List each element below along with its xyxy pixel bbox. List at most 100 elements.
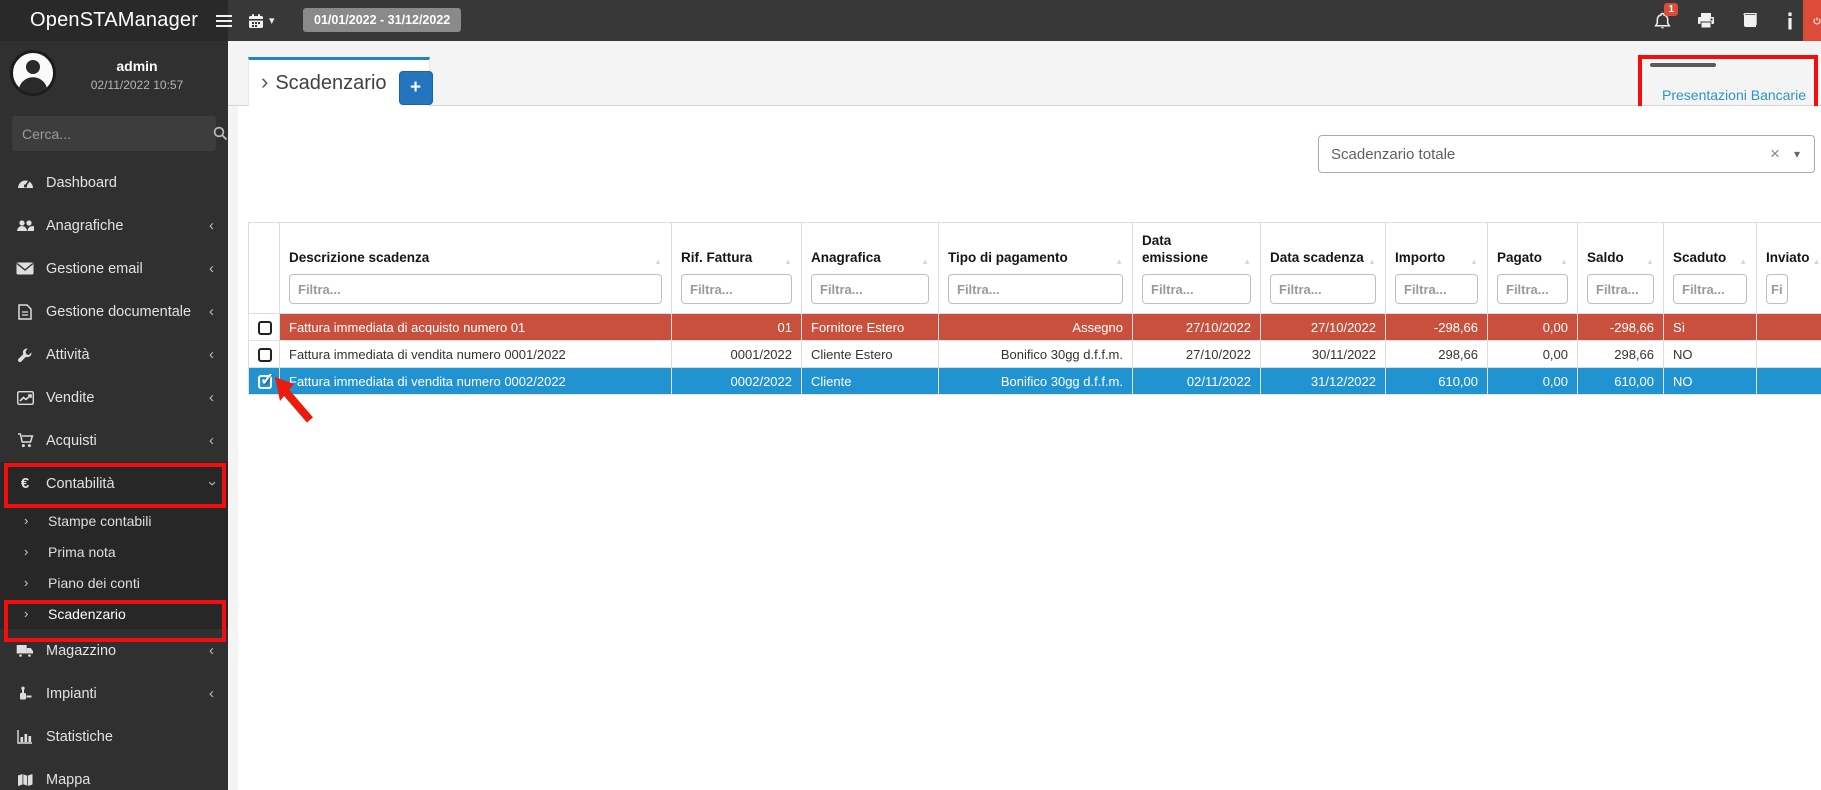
sort-icon: ▲ [1812, 257, 1821, 266]
top-navbar: OpenSTAManager ▾ 01/01/2022 - 31/12/2022… [0, 0, 1821, 41]
avatar [10, 50, 56, 96]
envelope-icon [15, 262, 35, 275]
chevron-down-icon: ‹ [203, 481, 220, 486]
sidebar-item-contabilita[interactable]: € Contabilità ‹ [0, 462, 228, 505]
filter-anagrafica-input[interactable] [811, 274, 929, 304]
sidebar-item-vendite[interactable]: Vendite ‹ [0, 376, 228, 419]
sort-icon: ▲ [1243, 257, 1251, 266]
column-pagato: Pagato ▲ [1487, 222, 1578, 314]
filter-tipo-pagamento-input[interactable] [948, 274, 1123, 304]
sidebar-item-dashboard[interactable]: Dashboard [0, 161, 228, 204]
column-tipo-pagamento: Tipo di pagamento ▲ [938, 222, 1133, 314]
row-checkbox-checked[interactable]: ✓ [258, 370, 274, 389]
column-anagrafica: Anagrafica ▲ [801, 222, 939, 314]
shopping-cart-icon [15, 433, 35, 448]
filter-rif-fattura-input[interactable] [681, 274, 792, 304]
notification-count-badge: 1 [1664, 3, 1678, 16]
chevron-left-icon: ‹ [209, 432, 214, 449]
sort-icon: ▲ [1470, 257, 1478, 266]
sidebar-subitem-piano-dei-conti[interactable]: › Piano dei conti [24, 574, 140, 591]
chart-line-icon [15, 390, 35, 405]
column-inviato: Inviato ▲ [1756, 222, 1821, 314]
sidebar: admin 02/11/2022 10:57 Dashboard Anagraf… [0, 41, 228, 790]
filter-data-emissione-input[interactable] [1142, 274, 1251, 304]
sort-icon: ▲ [1739, 257, 1747, 266]
chevron-left-icon: ‹ [209, 260, 214, 277]
sidebar-item-gestione-email[interactable]: Gestione email ‹ [0, 247, 228, 290]
scadenze-table-wrap: Descrizione scadenza▲ Rif. Fattura▲ Anag… [248, 222, 1821, 782]
logout-button[interactable] [1803, 0, 1821, 41]
sort-icon: ▲ [784, 257, 792, 266]
systems-icon [15, 686, 35, 701]
scadenzario-type-select[interactable]: Scadenzario totale × ▾ [1318, 135, 1815, 173]
tab-scadenzario[interactable]: › Scadenzario + [248, 57, 433, 106]
sidebar-item-mappa[interactable]: Mappa [0, 758, 228, 790]
sidebar-item-attivita[interactable]: Attività ‹ [0, 333, 228, 376]
sidebar-subitem-prima-nota[interactable]: › Prima nota [24, 543, 116, 560]
row-checkbox[interactable] [258, 320, 272, 335]
sidebar-toggle-button[interactable] [202, 0, 246, 41]
sidebar-item-acquisti[interactable]: Acquisti ‹ [0, 419, 228, 462]
table-row-1[interactable]: Fattura immediata di acquisto numero 01 … [248, 313, 1821, 341]
euro-icon: € [20, 475, 30, 492]
hamburger-icon [216, 14, 232, 17]
presentazioni-bancarie-link[interactable]: Presentazioni Bancarie [1662, 87, 1806, 103]
caret-down-icon: ▾ [269, 15, 275, 27]
dashboard-icon [15, 175, 35, 190]
column-descrizione: Descrizione scadenza ▲ [279, 222, 672, 314]
print-button[interactable] [1686, 0, 1726, 41]
chevron-left-icon: ‹ [209, 685, 214, 702]
bar-chart-icon [15, 729, 35, 744]
chevron-left-icon: ‹ [209, 346, 214, 363]
sidebar-menu: Dashboard Anagrafiche ‹ Gestione email ‹… [0, 161, 228, 790]
scadenze-table: Descrizione scadenza▲ Rif. Fattura▲ Anag… [248, 222, 1821, 395]
header-checkbox-cell [248, 222, 280, 314]
clear-icon[interactable]: × [1770, 144, 1780, 163]
filter-saldo-input[interactable] [1587, 274, 1654, 304]
sidebar-subitem-stampe-contabili[interactable]: › Stampe contabili [24, 512, 152, 529]
sidebar-item-gestione-documentale[interactable]: Gestione documentale ‹ [0, 290, 228, 333]
sidebar-subitem-scadenzario[interactable]: › Scadenzario [24, 605, 126, 622]
filter-data-scadenza-input[interactable] [1270, 274, 1376, 304]
filter-inviato-input[interactable] [1766, 274, 1788, 304]
book-icon [1743, 12, 1757, 27]
power-icon [1813, 17, 1821, 24]
search-input[interactable] [12, 125, 213, 142]
table-row-2[interactable]: Fattura immediata di vendita numero 0001… [248, 340, 1821, 368]
header-row: Descrizione scadenza▲ Rif. Fattura▲ Anag… [248, 222, 1821, 314]
row-checkbox[interactable] [258, 347, 272, 362]
add-record-button[interactable]: + [398, 71, 433, 105]
filter-importo-input[interactable] [1395, 274, 1478, 304]
sort-icon: ▲ [1368, 257, 1376, 266]
angle-right-icon: › [24, 544, 29, 559]
sidebar-item-magazzino[interactable]: Magazzino ‹ [0, 629, 228, 672]
sidebar-item-impianti[interactable]: Impianti ‹ [0, 672, 228, 715]
docs-button[interactable] [1730, 0, 1770, 41]
calendar-menu-button[interactable]: ▾ [248, 0, 275, 41]
tab-bar: › Scadenzario + Presentazioni Bancarie [228, 41, 1821, 117]
filter-scaduto-input[interactable] [1673, 274, 1747, 304]
info-icon [1788, 12, 1792, 29]
document-icon [15, 303, 35, 320]
table-row-3[interactable]: ✓ Fattura immediata di vendita numero 00… [248, 367, 1821, 395]
printer-icon [1698, 13, 1714, 29]
angle-right-icon: › [261, 69, 269, 94]
period-badge[interactable]: 01/01/2022 - 31/12/2022 [303, 8, 462, 32]
sidebar-search [12, 116, 228, 151]
chevron-left-icon: ‹ [209, 642, 214, 659]
column-scaduto: Scaduto ▲ [1663, 222, 1757, 314]
sidebar-item-anagrafiche[interactable]: Anagrafiche ‹ [0, 204, 228, 247]
row-checkbox-cell: ✓ [248, 367, 280, 395]
sidebar-item-statistiche[interactable]: Statistiche [0, 715, 228, 758]
sort-icon: ▲ [1115, 257, 1123, 266]
app-logo: OpenSTAManager [0, 0, 228, 41]
info-button[interactable] [1770, 0, 1810, 41]
filter-descrizione-input[interactable] [289, 274, 662, 304]
angle-right-icon: › [24, 513, 29, 528]
page-title: Scadenzario [275, 71, 387, 94]
angle-right-icon: › [24, 575, 29, 590]
notifications-button[interactable]: 1 [1642, 0, 1682, 41]
column-data-emissione: Data emissione ▲ [1132, 222, 1261, 314]
filter-pagato-input[interactable] [1497, 274, 1568, 304]
